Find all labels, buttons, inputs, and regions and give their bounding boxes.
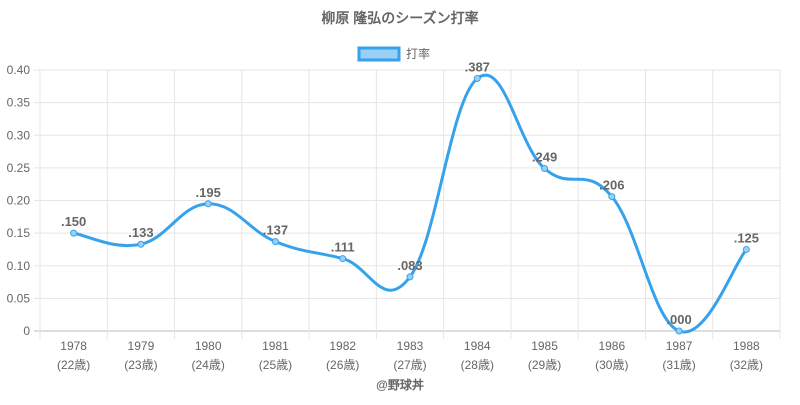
data-point xyxy=(204,200,212,208)
y-tick-label: 0.05 xyxy=(7,291,31,305)
data-label: .125 xyxy=(734,230,759,245)
data-label: .150 xyxy=(61,214,86,229)
legend-swatch xyxy=(357,46,401,62)
legend-label: 打率 xyxy=(406,46,430,61)
y-tick-label: 0.25 xyxy=(7,161,31,175)
data-point xyxy=(608,193,616,201)
y-tick-label: 0.15 xyxy=(7,226,31,240)
y-tick-label: 0.30 xyxy=(7,128,31,142)
data-label: .137 xyxy=(263,223,288,238)
x-tick-label: 1987 xyxy=(666,339,693,353)
x-tick-sublabel: (23歳) xyxy=(124,358,157,372)
data-point xyxy=(70,229,78,237)
x-tick-sublabel: (29歳) xyxy=(528,358,561,372)
y-tick-label: 0 xyxy=(23,324,30,338)
x-tick-sublabel: (24歳) xyxy=(192,358,225,372)
x-tick-label: 1988 xyxy=(733,339,760,353)
y-tick-label: 0.10 xyxy=(7,259,31,273)
x-tick-sublabel: (31歳) xyxy=(662,358,695,372)
y-tick-label: 0.35 xyxy=(7,96,31,110)
legend[interactable]: 打率 xyxy=(357,46,430,62)
data-point xyxy=(137,240,145,248)
x-tick-label: 1980 xyxy=(195,339,222,353)
data-point xyxy=(406,273,414,281)
footer-credit: @野球丼 xyxy=(376,377,424,392)
y-tick-label: 0.20 xyxy=(7,194,31,208)
data-point xyxy=(473,74,481,82)
x-tick-sublabel: (30歳) xyxy=(595,358,628,372)
data-label: .111 xyxy=(331,240,355,255)
chart-title: 柳原 隆弘のシーズン打率 xyxy=(321,10,478,26)
x-tick-sublabel: (25歳) xyxy=(259,358,292,372)
x-tick-label: 1982 xyxy=(329,339,356,353)
data-label: .249 xyxy=(532,150,557,165)
x-tick-sublabel: (22歳) xyxy=(57,358,90,372)
data-point xyxy=(742,245,750,253)
data-point xyxy=(675,327,683,335)
x-tick-label: 1986 xyxy=(598,339,625,353)
data-point xyxy=(541,165,549,173)
data-label: .000 xyxy=(666,312,691,327)
y-tick-label: 0.40 xyxy=(7,63,31,77)
data-label: .083 xyxy=(397,258,422,273)
data-label: .133 xyxy=(128,225,153,240)
x-tick-label: 1984 xyxy=(464,339,491,353)
x-tick-label: 1983 xyxy=(397,339,424,353)
data-point xyxy=(271,238,279,246)
x-tick-label: 1985 xyxy=(531,339,558,353)
x-tick-sublabel: (28歳) xyxy=(461,358,494,372)
x-tick-sublabel: (26歳) xyxy=(326,358,359,372)
data-label: .387 xyxy=(465,59,490,74)
data-label: .206 xyxy=(599,178,624,193)
x-tick-label: 1979 xyxy=(128,339,155,353)
data-label: .195 xyxy=(196,185,221,200)
data-point xyxy=(339,255,347,263)
x-tick-sublabel: (27歳) xyxy=(393,358,426,372)
x-tick-label: 1978 xyxy=(60,339,87,353)
x-tick-label: 1981 xyxy=(262,339,289,353)
x-tick-sublabel: (32歳) xyxy=(730,358,763,372)
